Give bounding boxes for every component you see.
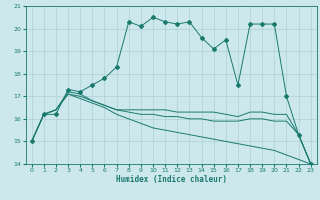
X-axis label: Humidex (Indice chaleur): Humidex (Indice chaleur): [116, 175, 227, 184]
